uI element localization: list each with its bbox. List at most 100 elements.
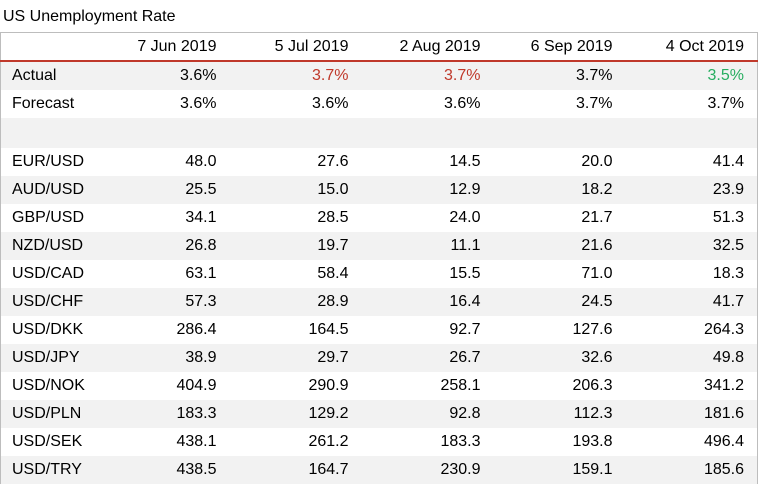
pair-value: 23.9 bbox=[625, 176, 758, 204]
separator-row bbox=[0, 118, 758, 148]
forecast-value: 3.6% bbox=[444, 95, 481, 112]
pair-value: 28.9 bbox=[229, 288, 362, 316]
pair-value: 159.1 bbox=[493, 456, 626, 484]
actual-row: Actual 3.6% 3.7% 3.7% 3.7% 3.5% bbox=[0, 61, 758, 90]
pair-name: USD/SEK bbox=[12, 433, 83, 450]
pair-value: 49.8 bbox=[625, 344, 758, 372]
pair-name: USD/JPY bbox=[0, 344, 98, 372]
pair-row: AUD/USD 25.5 15.0 12.9 18.2 23.9 bbox=[0, 176, 758, 204]
pair-row: USD/CAD 63.1 58.4 15.5 71.0 18.3 bbox=[1, 260, 758, 288]
pair-name: GBP/USD bbox=[12, 209, 85, 226]
pair-value: 58.4 bbox=[317, 265, 349, 282]
actual-value: 3.7% bbox=[361, 61, 494, 90]
pair-row: USD/DKK 286.4 164.5 92.7 127.6 264.3 bbox=[1, 316, 758, 344]
pair-value: 16.4 bbox=[361, 288, 494, 316]
pair-row: GBP/USD 34.1 28.5 24.0 21.7 51.3 bbox=[1, 204, 758, 232]
pair-value: 28.5 bbox=[317, 209, 349, 226]
pair-value: 496.4 bbox=[703, 433, 744, 450]
row-label: Forecast bbox=[12, 95, 75, 112]
pair-name: USD/CAD bbox=[12, 265, 85, 282]
pair-value: 21.7 bbox=[581, 209, 613, 226]
pair-value: 438.1 bbox=[176, 433, 217, 450]
pair-value: 24.0 bbox=[449, 209, 481, 226]
row-label: Actual bbox=[0, 61, 98, 90]
pair-value: 48.0 bbox=[185, 153, 217, 170]
pair-value: 206.3 bbox=[572, 377, 613, 394]
pair-value: 71.0 bbox=[581, 265, 613, 282]
pair-value: 63.1 bbox=[185, 265, 217, 282]
pair-value: 18.3 bbox=[712, 265, 744, 282]
pair-value: 32.6 bbox=[493, 344, 626, 372]
data-table: 7 Jun 2019 5 Jul 2019 2 Aug 2019 6 Sep 2… bbox=[0, 32, 758, 484]
pair-value: 183.3 bbox=[440, 433, 481, 450]
pair-row: USD/PLN 183.3 129.2 92.8 112.3 181.6 bbox=[0, 400, 758, 428]
pair-name: USD/DKK bbox=[12, 321, 84, 338]
pair-value: 183.3 bbox=[97, 400, 230, 428]
pair-name: NZD/USD bbox=[0, 232, 98, 260]
table-title: US Unemployment Rate bbox=[3, 8, 176, 25]
column-header: 4 Oct 2019 bbox=[625, 32, 758, 62]
pair-value: 11.1 bbox=[361, 232, 494, 260]
pair-row: USD/CHF 57.3 28.9 16.4 24.5 41.7 bbox=[0, 288, 758, 316]
pairs-body: EUR/USD 48.0 27.6 14.5 20.0 41.4 AUD/USD 25.5 15… bbox=[0, 148, 758, 484]
pair-value: 41.7 bbox=[625, 288, 758, 316]
pair-name: USD/TRY bbox=[0, 456, 98, 484]
pair-value: 57.3 bbox=[97, 288, 230, 316]
column-header: 7 Jun 2019 bbox=[97, 32, 230, 62]
column-header: 5 Jul 2019 bbox=[229, 32, 362, 62]
column-header: 6 Sep 2019 bbox=[493, 32, 626, 62]
pair-value: 404.9 bbox=[176, 377, 217, 394]
forecast-value: 3.7% bbox=[576, 95, 613, 112]
pair-value: 26.7 bbox=[361, 344, 494, 372]
header-row: 7 Jun 2019 5 Jul 2019 2 Aug 2019 6 Sep 2… bbox=[0, 32, 758, 62]
pair-value: 127.6 bbox=[572, 321, 613, 338]
pair-value: 19.7 bbox=[229, 232, 362, 260]
pair-value: 26.8 bbox=[97, 232, 230, 260]
pair-value: 341.2 bbox=[703, 377, 744, 394]
actual-value: 3.5% bbox=[625, 61, 758, 90]
pair-value: 286.4 bbox=[176, 321, 217, 338]
pair-row: USD/TRY 438.5 164.7 230.9 159.1 185.6 bbox=[0, 456, 758, 484]
forecast-value: 3.7% bbox=[707, 95, 744, 112]
pair-value: 193.8 bbox=[572, 433, 613, 450]
pair-value: 29.7 bbox=[229, 344, 362, 372]
pair-value: 12.9 bbox=[361, 176, 494, 204]
pair-value: 181.6 bbox=[625, 400, 758, 428]
forecast-value: 3.6% bbox=[312, 95, 349, 112]
pair-name: AUD/USD bbox=[0, 176, 98, 204]
pair-value: 14.5 bbox=[449, 153, 481, 170]
pair-value: 20.0 bbox=[581, 153, 613, 170]
pair-value: 230.9 bbox=[361, 456, 494, 484]
forecast-value: 3.6% bbox=[180, 95, 217, 112]
pair-value: 185.6 bbox=[625, 456, 758, 484]
pair-row: EUR/USD 48.0 27.6 14.5 20.0 41.4 bbox=[1, 148, 758, 176]
pair-value: 27.6 bbox=[317, 153, 349, 170]
pair-name: USD/PLN bbox=[0, 400, 98, 428]
pair-name: USD/CHF bbox=[0, 288, 98, 316]
pair-value: 15.0 bbox=[229, 176, 362, 204]
pair-value: 164.5 bbox=[308, 321, 349, 338]
pair-value: 18.2 bbox=[493, 176, 626, 204]
pair-name: USD/NOK bbox=[12, 377, 85, 394]
pair-value: 164.7 bbox=[229, 456, 362, 484]
actual-value: 3.7% bbox=[229, 61, 362, 90]
pair-value: 129.2 bbox=[229, 400, 362, 428]
actual-value: 3.7% bbox=[493, 61, 626, 90]
column-header: 2 Aug 2019 bbox=[361, 32, 494, 62]
pair-value: 290.9 bbox=[308, 377, 349, 394]
pair-value: 92.7 bbox=[449, 321, 481, 338]
pair-value: 21.6 bbox=[493, 232, 626, 260]
pair-value: 92.8 bbox=[361, 400, 494, 428]
pair-row: USD/NOK 404.9 290.9 258.1 206.3 341.2 bbox=[1, 372, 758, 400]
pair-row: USD/JPY 38.9 29.7 26.7 32.6 49.8 bbox=[0, 344, 758, 372]
pair-value: 25.5 bbox=[97, 176, 230, 204]
pair-value: 32.5 bbox=[625, 232, 758, 260]
header-corner bbox=[0, 32, 98, 62]
pair-value: 112.3 bbox=[493, 400, 626, 428]
pair-name: EUR/USD bbox=[12, 153, 85, 170]
pair-value: 15.5 bbox=[449, 265, 481, 282]
pair-value: 38.9 bbox=[97, 344, 230, 372]
pair-value: 438.5 bbox=[97, 456, 230, 484]
pair-value: 264.3 bbox=[703, 321, 744, 338]
